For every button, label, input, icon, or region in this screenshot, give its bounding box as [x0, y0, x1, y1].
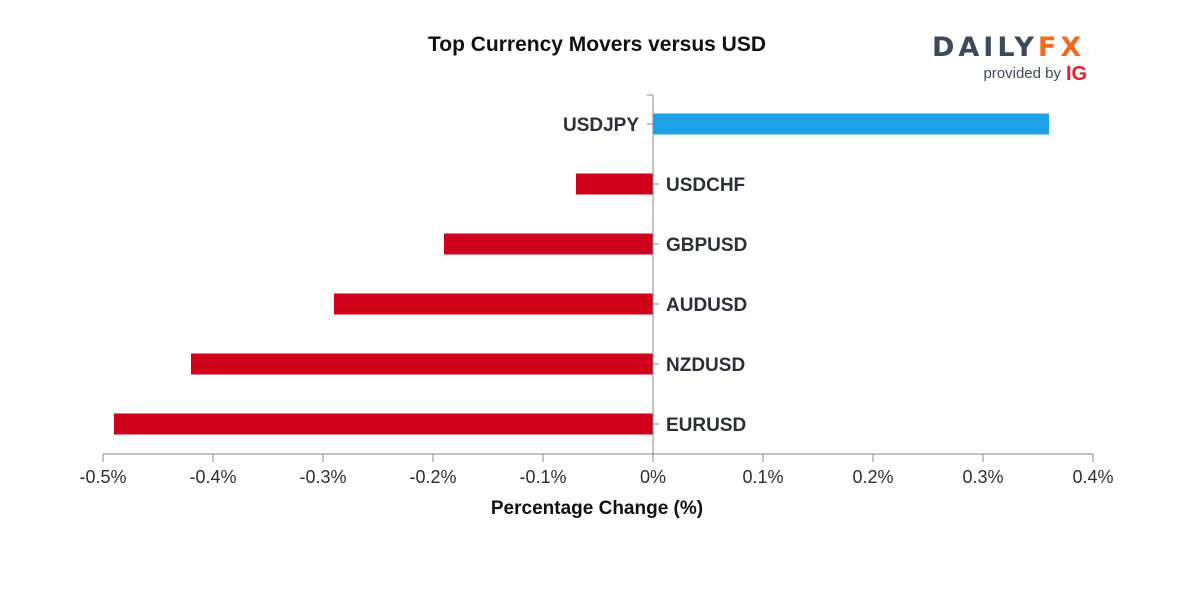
x-tick-label: -0.3% — [299, 467, 346, 487]
category-label-nzdusd: NZDUSD — [666, 355, 745, 376]
bar-audusd — [334, 293, 653, 315]
category-labels: USDJPY USDCHF GBPUSD AUDUSD NZDUSD EURUSD — [563, 115, 747, 436]
x-axis-title: Percentage Change (%) — [491, 498, 703, 519]
bar-eurusd — [114, 413, 653, 435]
category-label-audusd: AUDUSD — [666, 295, 747, 316]
category-label-gbpusd: GBPUSD — [666, 235, 747, 256]
logo-ig: IG — [1066, 63, 1087, 85]
x-tick-label: -0.1% — [519, 467, 566, 487]
x-tick-label: 0.3% — [962, 467, 1003, 487]
category-label-usdjpy: USDJPY — [563, 115, 639, 136]
x-tick-label: -0.5% — [79, 467, 126, 487]
logo-brand-daily: DAILY — [932, 32, 1038, 63]
category-label-eurusd: EURUSD — [666, 415, 746, 436]
x-axis-ticks: -0.5% -0.4% -0.3% -0.2% -0.1% 0% 0.1% 0.2% 0.3% 0… — [79, 94, 1114, 487]
bar-usdjpy — [653, 113, 1049, 135]
x-tick-label: 0% — [640, 467, 666, 487]
logo-provided-by: provided by — [983, 65, 1061, 82]
logo-brand-fx: FX — [1038, 32, 1085, 63]
x-tick-label: -0.4% — [189, 467, 236, 487]
bar-gbpusd — [444, 233, 653, 255]
bar-series — [114, 113, 1049, 435]
x-tick-label: -0.2% — [409, 467, 456, 487]
x-tick-label: 0.4% — [1072, 467, 1113, 487]
category-label-usdchf: USDCHF — [666, 175, 745, 196]
logo-brand: DAILYFX — [932, 32, 1085, 63]
chart-title: Top Currency Movers versus USD — [428, 33, 766, 56]
bar-usdchf — [576, 173, 653, 195]
bar-nzdusd — [191, 353, 653, 375]
dailyfx-logo: DAILYFX provided by IG — [932, 32, 1087, 85]
x-tick-label: 0.1% — [742, 467, 783, 487]
x-tick-label: 0.2% — [852, 467, 893, 487]
